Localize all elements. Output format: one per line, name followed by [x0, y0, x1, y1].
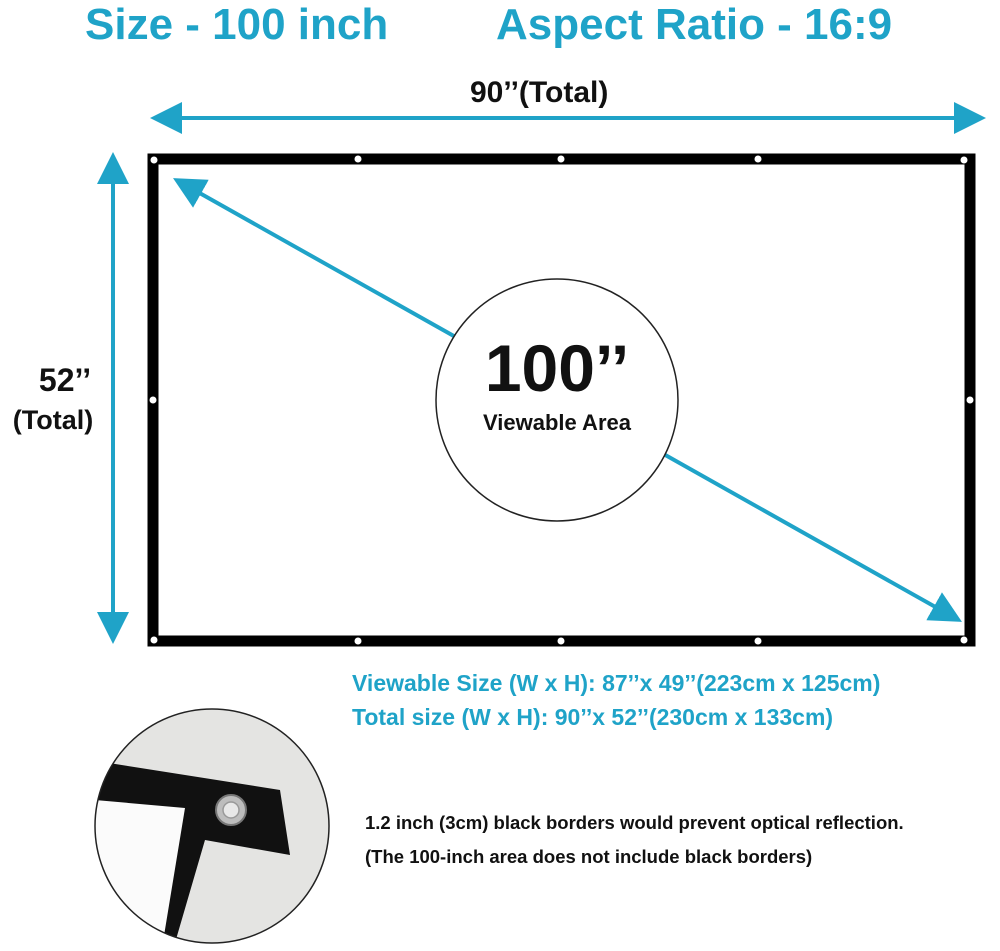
size-title: Size - 100 inch	[85, 0, 389, 49]
height-note: (Total)	[12, 405, 94, 435]
height-value: 52’’	[38, 362, 92, 398]
viewable-size-spec: Viewable Size (W x H): 87’’x 49’’(223cm …	[352, 670, 881, 696]
total-size-spec: Total size (W x H): 90’’x 52’’(230cm x 1…	[352, 704, 834, 730]
diagonal-note: Viewable Area	[483, 410, 631, 435]
border-closeup-photo	[95, 709, 329, 943]
border-note: 1.2 inch (3cm) black borders would preve…	[365, 812, 904, 833]
diagonal-value: 100’’	[484, 331, 630, 405]
grommet-icons	[149, 155, 974, 645]
diagonal-label-circle	[435, 278, 679, 522]
aspect-ratio-title: Aspect Ratio - 16:9	[496, 0, 893, 49]
exclusion-note: (The 100-inch area does not include blac…	[365, 846, 813, 867]
width-label: 90’’(Total)	[470, 76, 609, 109]
